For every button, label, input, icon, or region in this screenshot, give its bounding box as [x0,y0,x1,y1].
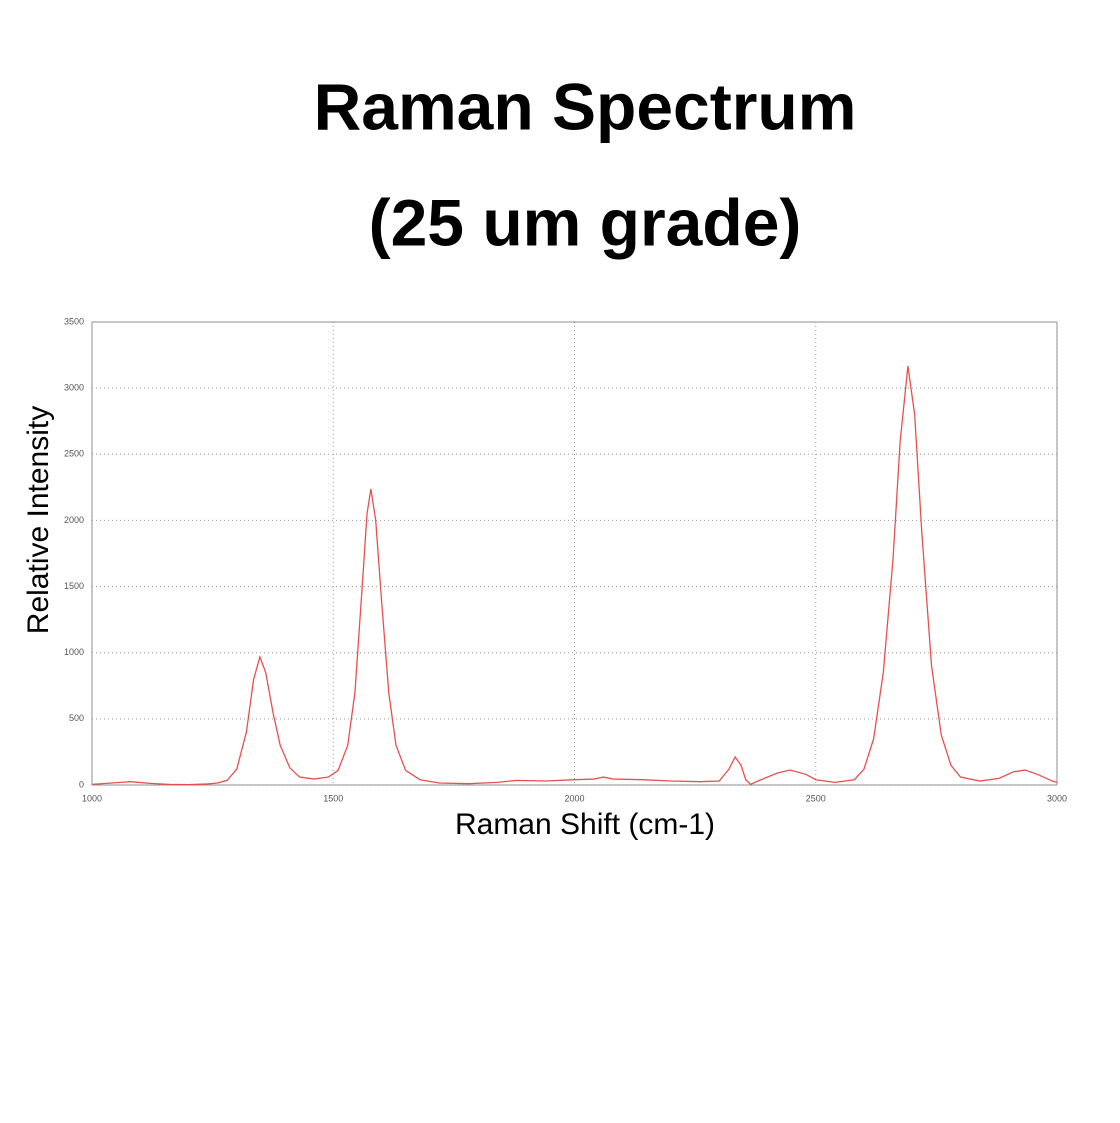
x-tick-label: 2000 [564,793,584,803]
y-tick-label: 2500 [64,449,84,459]
x-tick-label: 2500 [806,793,826,803]
y-tick-label: 500 [69,713,84,723]
x-tick-label: 3000 [1047,793,1067,803]
y-tick-label: 3500 [64,316,84,326]
x-tick-label: 1500 [323,793,343,803]
y-axis-title: Relative Intensity [22,406,55,634]
chart-title: Raman Spectrum [314,69,857,143]
y-tick-label: 1500 [64,581,84,591]
y-tick-label: 2000 [64,515,84,525]
plot-frame [91,321,1058,786]
x-axis-title: Raman Shift (cm-1) [455,808,715,841]
spectrum-line [91,365,1058,786]
chart-subtitle: (25 um grade) [369,185,802,259]
y-tick-label: 0 [79,779,84,789]
y-tick-label: 1000 [64,647,84,657]
y-tick-label: 3000 [64,383,84,393]
x-tick-label: 1000 [82,793,102,803]
